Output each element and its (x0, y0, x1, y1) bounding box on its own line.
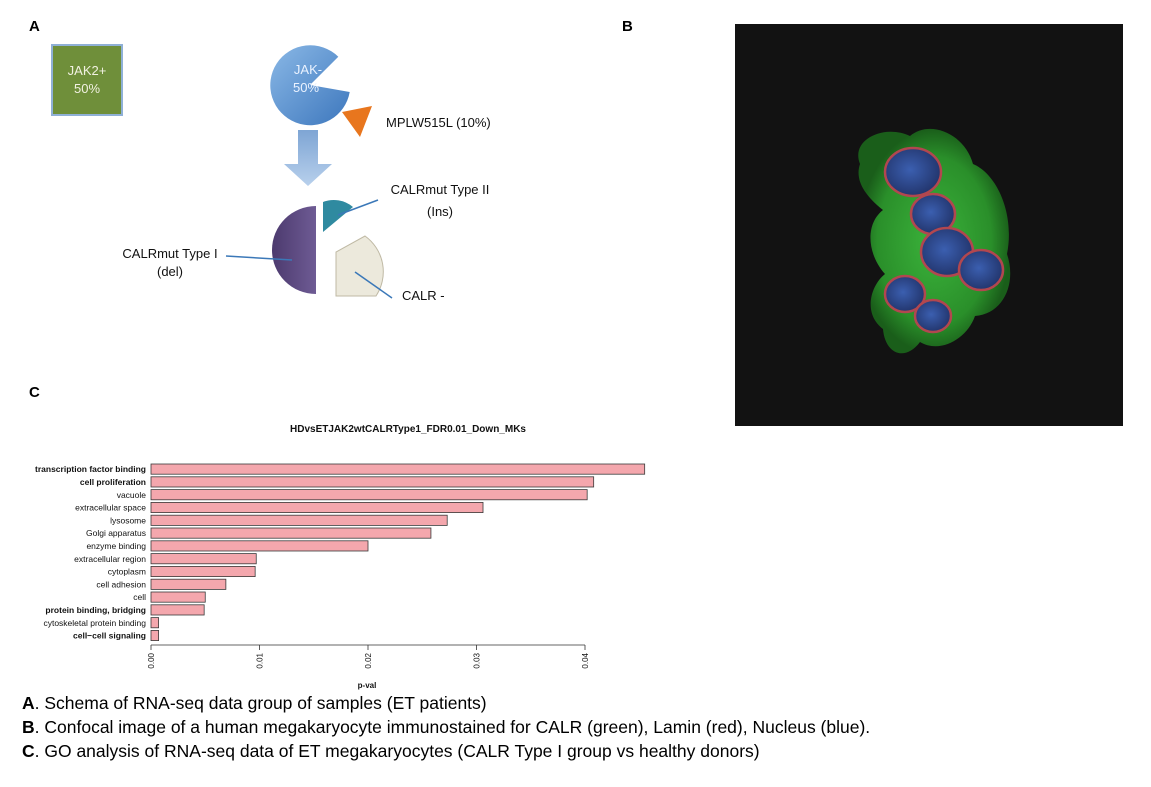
bar (150, 604, 205, 616)
megakaryocyte-stain (858, 128, 1011, 354)
category-label: enzyme binding (86, 541, 146, 551)
jak-negative-line1: JAK- (294, 62, 322, 77)
caption-a: A. Schema of RNA-seq data group of sampl… (22, 693, 487, 714)
jak2-positive-box (51, 44, 123, 116)
caption-c: C. GO analysis of RNA-seq data of ET meg… (22, 741, 760, 762)
calr-type1-wedge (272, 206, 316, 294)
category-label: cell (133, 592, 146, 602)
bar (150, 553, 257, 565)
category-label: cell adhesion (96, 579, 146, 589)
jak-negative-line2: 50% (293, 80, 319, 95)
down-arrow (284, 130, 332, 186)
calr-type2-wedge (323, 200, 353, 232)
mpl-wedge (342, 106, 372, 137)
panel-label-b: B (622, 18, 633, 35)
calr-type1-line2: (del) (157, 264, 183, 279)
confocal-image (735, 24, 1123, 426)
rna-seq-schema: JAK2+ 50% JAK- 50% MPLW515L (10%) CALRmu… (51, 44, 491, 303)
category-label: vacuole (117, 490, 147, 500)
caption-a-text: . Schema of RNA-seq data group of sample… (34, 693, 487, 713)
category-label: cytoplasm (108, 567, 146, 577)
caption-b: B. Confocal image of a human megakaryocy… (22, 717, 870, 738)
caption-c-text: . GO analysis of RNA-seq data of ET mega… (34, 741, 760, 761)
bar (150, 565, 256, 577)
x-tick-label: 0.02 (364, 652, 373, 668)
bar (150, 629, 159, 641)
category-label: extracellular space (75, 503, 146, 513)
category-label: cytoskeletal protein binding (43, 618, 146, 628)
category-label: Golgi apparatus (86, 528, 146, 538)
bar (150, 502, 484, 514)
bar (150, 463, 646, 475)
x-tick-label: 0.03 (473, 652, 482, 668)
jak2-box-line1: JAK2+ (68, 63, 107, 78)
chart-title: HDvsETJAK2wtCALRType1_FDR0.01_Down_MKs (290, 424, 526, 435)
bar (150, 514, 448, 526)
bar-series (150, 463, 646, 641)
category-label: lysosome (110, 515, 146, 525)
panel-label-c: C (29, 384, 40, 401)
bar (150, 578, 227, 590)
category-label: cell proliferation (80, 477, 146, 487)
bar (150, 540, 369, 552)
bar (150, 591, 206, 603)
panel-label-a: A (29, 18, 40, 35)
mpl-label: MPLW515L (10%) (386, 115, 491, 130)
x-axis-label: p-val (358, 681, 377, 690)
category-labels: transcription factor binding cell prolife… (35, 464, 146, 640)
caption-a-letter: A (22, 693, 35, 713)
category-label: cell−cell signaling (73, 631, 146, 641)
calr-negative-leader (354, 271, 393, 299)
bar (150, 489, 588, 501)
jak-negative-pie (270, 45, 350, 126)
x-tick-label: 0.00 (147, 652, 156, 668)
calr-type1-line1: CALRmut Type I (122, 246, 217, 261)
calr-type2-leader (337, 199, 379, 216)
jak2-box-line2: 50% (74, 81, 100, 96)
x-tick-label: 0.04 (581, 652, 590, 668)
caption-c-letter: C (22, 741, 35, 761)
category-label: protein binding, bridging (45, 605, 146, 615)
calr-type1-leader (225, 255, 293, 261)
caption-b-letter: B (22, 717, 35, 737)
category-label: extracellular region (74, 554, 146, 564)
bar (150, 527, 432, 539)
bar (150, 617, 159, 629)
x-axis: 0.00 0.01 0.02 0.03 0.04 (147, 644, 590, 669)
go-analysis-chart: HDvsETJAK2wtCALRType1_FDR0.01_Down_MKs t… (35, 424, 646, 690)
calr-negative-label: CALR - (402, 288, 445, 303)
caption-b-text: . Confocal image of a human megakaryocyt… (34, 717, 871, 737)
category-label: transcription factor binding (35, 464, 146, 474)
calr-type2-line1: CALRmut Type II (391, 182, 490, 197)
bar (150, 476, 595, 488)
x-tick-label: 0.01 (256, 652, 265, 668)
calr-type2-line2: (Ins) (427, 204, 453, 219)
